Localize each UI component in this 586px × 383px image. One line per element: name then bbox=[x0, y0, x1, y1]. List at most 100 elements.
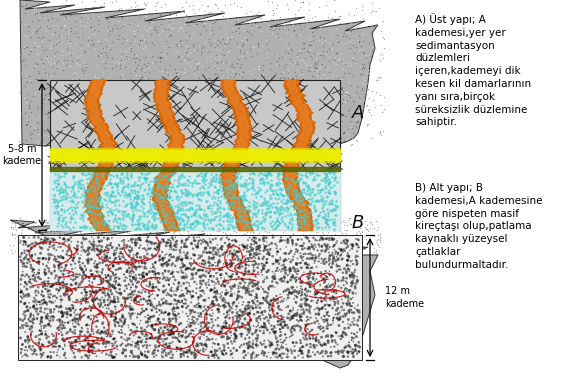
Point bbox=[36, 246, 45, 252]
Point bbox=[278, 250, 288, 256]
Point bbox=[266, 226, 275, 232]
Point bbox=[118, 188, 127, 195]
Point bbox=[111, 63, 121, 69]
Point bbox=[333, 256, 343, 262]
Point bbox=[43, 58, 53, 64]
Point bbox=[106, 208, 115, 214]
Point bbox=[145, 281, 155, 287]
Point bbox=[214, 249, 223, 255]
Point bbox=[211, 2, 220, 8]
Point bbox=[205, 249, 214, 255]
Point bbox=[294, 47, 304, 54]
Point bbox=[102, 278, 111, 284]
Point bbox=[332, 290, 341, 296]
Point bbox=[111, 0, 121, 5]
Point bbox=[86, 344, 95, 350]
Point bbox=[105, 333, 115, 339]
Point bbox=[159, 332, 169, 338]
Point bbox=[257, 232, 266, 238]
Point bbox=[285, 267, 295, 273]
Point bbox=[49, 244, 58, 250]
Point bbox=[130, 3, 139, 10]
Point bbox=[110, 318, 120, 324]
Point bbox=[203, 221, 212, 227]
Point bbox=[290, 196, 299, 202]
Point bbox=[308, 349, 318, 355]
Point bbox=[165, 12, 174, 18]
Point bbox=[207, 307, 217, 313]
Point bbox=[198, 179, 207, 185]
Point bbox=[53, 93, 62, 99]
Point bbox=[81, 298, 91, 304]
Point bbox=[302, 188, 312, 194]
Point bbox=[177, 239, 186, 246]
Point bbox=[73, 61, 83, 67]
Point bbox=[173, 90, 183, 96]
Point bbox=[344, 92, 353, 98]
Point bbox=[271, 190, 281, 196]
Point bbox=[325, 295, 335, 301]
Point bbox=[185, 347, 194, 354]
Point bbox=[171, 11, 180, 18]
Point bbox=[268, 23, 278, 29]
Point bbox=[51, 197, 60, 203]
Point bbox=[153, 234, 162, 241]
Point bbox=[159, 114, 168, 120]
Point bbox=[199, 319, 208, 326]
Point bbox=[110, 181, 119, 187]
Point bbox=[105, 255, 114, 261]
Point bbox=[134, 231, 143, 237]
Point bbox=[280, 258, 289, 264]
Point bbox=[48, 224, 57, 230]
Point bbox=[34, 103, 43, 110]
Point bbox=[157, 129, 166, 135]
Point bbox=[88, 31, 97, 37]
Point bbox=[246, 217, 255, 223]
Point bbox=[248, 210, 258, 216]
Point bbox=[279, 319, 288, 325]
Point bbox=[142, 271, 152, 277]
Point bbox=[302, 1, 312, 7]
Point bbox=[247, 71, 256, 77]
Point bbox=[278, 222, 288, 228]
Point bbox=[277, 237, 286, 243]
Point bbox=[342, 244, 351, 250]
Point bbox=[305, 282, 314, 288]
Point bbox=[16, 289, 25, 295]
Point bbox=[63, 240, 72, 246]
Point bbox=[34, 130, 43, 136]
Point bbox=[349, 349, 358, 355]
Point bbox=[239, 246, 248, 252]
Point bbox=[103, 327, 112, 333]
Point bbox=[348, 273, 357, 280]
Point bbox=[366, 9, 376, 15]
Point bbox=[204, 232, 213, 238]
Point bbox=[185, 14, 194, 20]
Point bbox=[42, 56, 52, 62]
Point bbox=[355, 226, 364, 232]
Point bbox=[251, 222, 260, 228]
Point bbox=[220, 90, 229, 96]
Point bbox=[268, 350, 278, 356]
Point bbox=[255, 47, 265, 53]
Point bbox=[338, 319, 347, 325]
Point bbox=[172, 208, 182, 214]
Point bbox=[253, 243, 263, 249]
Point bbox=[39, 293, 49, 299]
Point bbox=[56, 221, 65, 227]
Point bbox=[165, 282, 174, 288]
Point bbox=[131, 258, 140, 264]
Point bbox=[143, 224, 152, 230]
Point bbox=[245, 280, 254, 286]
Point bbox=[345, 254, 354, 260]
Point bbox=[291, 180, 300, 187]
Point bbox=[86, 312, 96, 318]
Point bbox=[56, 83, 65, 89]
Point bbox=[317, 244, 326, 250]
Point bbox=[92, 318, 101, 324]
Point bbox=[295, 220, 305, 226]
Point bbox=[163, 142, 172, 148]
Point bbox=[103, 241, 112, 247]
Point bbox=[240, 244, 250, 250]
Point bbox=[267, 177, 276, 183]
